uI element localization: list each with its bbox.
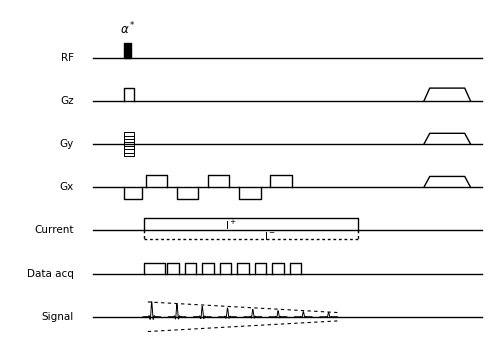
- Text: Data acq: Data acq: [27, 269, 74, 279]
- Text: I$^-$: I$^-$: [264, 229, 276, 241]
- Text: $\alpha^*$: $\alpha^*$: [120, 21, 136, 38]
- Text: Gy: Gy: [60, 139, 74, 149]
- Text: Gz: Gz: [60, 96, 74, 106]
- Text: RF: RF: [61, 53, 74, 63]
- Text: Current: Current: [34, 225, 74, 235]
- Text: I$^+$: I$^+$: [226, 218, 237, 232]
- Text: Gx: Gx: [60, 182, 74, 192]
- Text: Signal: Signal: [42, 312, 74, 322]
